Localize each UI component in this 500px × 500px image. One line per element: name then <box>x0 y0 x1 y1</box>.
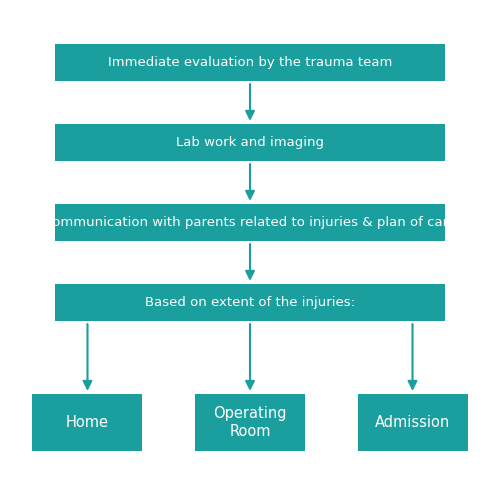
Text: Lab work and imaging: Lab work and imaging <box>176 136 324 149</box>
Text: Operating
Room: Operating Room <box>213 406 287 438</box>
Bar <box>358 394 468 451</box>
Text: Immediate evaluation by the trauma team: Immediate evaluation by the trauma team <box>108 56 392 69</box>
Text: Communication with parents related to injuries & plan of care: Communication with parents related to in… <box>44 216 457 229</box>
Text: Based on extent of the injuries:: Based on extent of the injuries: <box>145 296 355 309</box>
Bar <box>55 124 445 161</box>
Bar <box>32 394 142 451</box>
Text: Admission: Admission <box>375 415 450 430</box>
Bar <box>55 284 445 321</box>
Text: Home: Home <box>66 415 109 430</box>
Bar <box>55 44 445 81</box>
Bar <box>195 394 305 451</box>
Bar <box>55 204 445 241</box>
